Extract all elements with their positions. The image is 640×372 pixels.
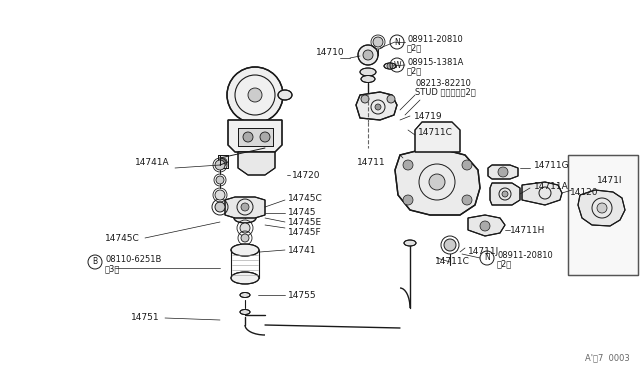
Text: 14745F: 14745F (288, 228, 322, 237)
Ellipse shape (231, 272, 259, 284)
Circle shape (215, 202, 225, 212)
Text: 14741A: 14741A (136, 157, 170, 167)
Ellipse shape (278, 90, 292, 100)
Circle shape (219, 158, 227, 166)
Circle shape (387, 95, 395, 103)
Text: 08911-20810: 08911-20810 (407, 35, 463, 44)
Polygon shape (522, 182, 562, 205)
Text: B: B (92, 257, 97, 266)
Text: N: N (484, 253, 490, 263)
Text: 08915-1381A: 08915-1381A (407, 58, 463, 67)
Circle shape (240, 223, 250, 233)
Text: 14711A: 14711A (534, 182, 569, 190)
Text: 14711H: 14711H (510, 225, 545, 234)
Text: （2）: （2） (407, 44, 422, 52)
Circle shape (387, 63, 393, 69)
Circle shape (462, 195, 472, 205)
Polygon shape (488, 165, 518, 179)
Bar (568, 155, 638, 275)
Circle shape (216, 176, 224, 184)
Circle shape (363, 50, 373, 60)
Text: （2）: （2） (407, 67, 422, 76)
Circle shape (227, 67, 283, 123)
Circle shape (241, 234, 249, 242)
Circle shape (462, 160, 472, 170)
Polygon shape (228, 120, 282, 152)
Polygon shape (415, 122, 460, 152)
Text: 14741: 14741 (288, 246, 317, 254)
Polygon shape (218, 155, 228, 168)
Polygon shape (490, 183, 520, 205)
Circle shape (260, 132, 270, 142)
Circle shape (502, 191, 508, 197)
Circle shape (373, 37, 383, 47)
Circle shape (498, 167, 508, 177)
Ellipse shape (231, 244, 259, 256)
Text: 08911-20810: 08911-20810 (497, 250, 553, 260)
Text: 08213-82210: 08213-82210 (415, 78, 471, 87)
Text: 14745: 14745 (288, 208, 317, 217)
Ellipse shape (384, 63, 396, 69)
Ellipse shape (361, 76, 375, 83)
Text: A'〈7  0003: A'〈7 0003 (585, 353, 630, 362)
Text: N: N (394, 38, 400, 46)
Text: 14711C: 14711C (435, 257, 470, 266)
Text: 14751: 14751 (131, 314, 160, 323)
Text: 14719: 14719 (414, 112, 443, 121)
Circle shape (215, 190, 225, 200)
Ellipse shape (360, 68, 376, 76)
Text: 14755: 14755 (288, 291, 317, 299)
Ellipse shape (234, 213, 256, 223)
Circle shape (444, 239, 456, 251)
Circle shape (429, 174, 445, 190)
Circle shape (248, 88, 262, 102)
Circle shape (403, 195, 413, 205)
Ellipse shape (240, 310, 250, 314)
Circle shape (403, 160, 413, 170)
Polygon shape (225, 197, 265, 218)
Text: 1471I: 1471I (597, 176, 623, 185)
Bar (238, 128, 273, 146)
Circle shape (361, 95, 369, 103)
Text: 14711C: 14711C (418, 128, 453, 137)
Polygon shape (395, 150, 480, 215)
Circle shape (375, 104, 381, 110)
Text: 14720: 14720 (292, 170, 321, 180)
Text: 14120: 14120 (570, 187, 598, 196)
Bar (568, 155, 638, 275)
Polygon shape (356, 92, 397, 120)
Circle shape (597, 203, 607, 213)
Text: 08110-6251B: 08110-6251B (105, 256, 161, 264)
Polygon shape (468, 215, 505, 236)
Text: 14745E: 14745E (288, 218, 322, 227)
Circle shape (241, 203, 249, 211)
Ellipse shape (404, 240, 416, 246)
Text: 14711G: 14711G (534, 160, 570, 170)
Circle shape (358, 45, 378, 65)
Circle shape (215, 160, 225, 170)
Polygon shape (578, 190, 625, 226)
Text: （2）: （2） (497, 260, 512, 269)
Circle shape (243, 132, 253, 142)
Circle shape (480, 221, 490, 231)
Text: 14711J: 14711J (468, 247, 499, 257)
Text: 〈3〉: 〈3〉 (105, 264, 120, 273)
Text: 14745C: 14745C (105, 234, 140, 243)
Text: W: W (393, 61, 401, 70)
Bar (238, 128, 273, 146)
Ellipse shape (240, 292, 250, 298)
Text: 14710: 14710 (316, 48, 345, 57)
Text: 14745C: 14745C (288, 193, 323, 202)
Text: STUD スタッド（2）: STUD スタッド（2） (415, 87, 476, 96)
Text: 14711: 14711 (357, 157, 386, 167)
Polygon shape (238, 152, 275, 175)
